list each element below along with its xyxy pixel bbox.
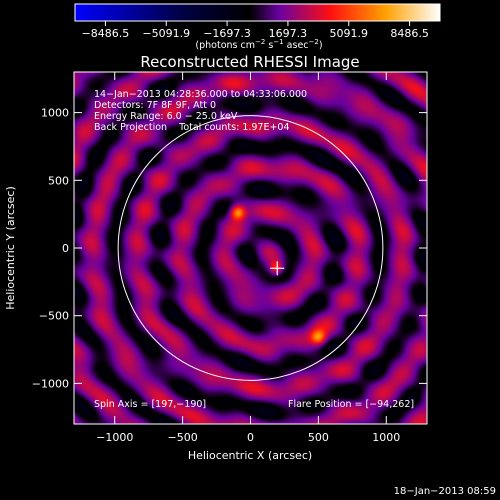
plot-image <box>74 72 427 424</box>
info-line-time: 14−Jan−2013 04:28:36.000 to 04:33:06.000 <box>94 89 307 100</box>
colorbar-unit: (photons cm−2 s−1 asec−2) <box>195 38 322 51</box>
x-tick-label: −500 <box>168 431 198 444</box>
colorbar-tick-label: 5091.9 <box>330 27 369 40</box>
y-tick-label: 0 <box>62 242 69 255</box>
colorbar-tick-label: −1697.3 <box>203 27 251 40</box>
x-tick-label: 1000 <box>372 431 400 444</box>
x-axis-label: Heliocentric X (arcsec) <box>188 449 312 462</box>
chart-title: Reconstructed RHESSI Image <box>140 53 359 71</box>
colorbar: −8486.5 −5091.9 −1697.3 1697.3 5091.9 8486.5 … <box>74 3 441 51</box>
x-tick-label: −1000 <box>96 431 133 444</box>
heatmap-canvas <box>74 72 427 424</box>
flare-position-label: Flare Position = [−94,262] <box>288 399 414 410</box>
colorbar-gradient <box>75 4 440 21</box>
colorbar-tick-label: −8486.5 <box>82 27 130 40</box>
info-line-detectors: Detectors: 7F 8F 9F, Att 0 <box>94 100 216 111</box>
y-tick-label: −500 <box>39 310 69 323</box>
colorbar-tick-label: −5091.9 <box>142 27 190 40</box>
x-tick-label: 0 <box>247 431 254 444</box>
spin-axis-label: Spin Axis = [197,−190] <box>94 399 206 410</box>
info-line-energy: Energy Range: 6.0 − 25.0 keV <box>94 111 238 122</box>
colorbar-tick-label: 1697.3 <box>269 27 308 40</box>
solar-limb-circle <box>117 115 384 381</box>
colorbar-tick-label: 8486.5 <box>390 27 429 40</box>
colorbar-ticks: −8486.5 −5091.9 −1697.3 1697.3 5091.9 8486.5 <box>82 21 429 40</box>
timestamp: 18−Jan−2013 08:59 <box>394 486 496 497</box>
y-tick-label: 1000 <box>41 107 69 120</box>
y-tick-label: 500 <box>48 174 69 187</box>
y-tick-label: −1000 <box>32 377 69 390</box>
info-line-method: Back Projection Total counts: 1.97E+04 <box>94 122 290 133</box>
axis-ticks: −1000 −500 0 500 1000 −1000 −500 0 500 1000 <box>32 72 427 444</box>
colorbar-frame <box>74 3 441 22</box>
x-tick-label: 500 <box>308 431 329 444</box>
flare-marker <box>270 261 285 276</box>
y-axis-label: Heliocentric Y (arcsec) <box>4 186 17 310</box>
info-block: 14−Jan−2013 04:28:36.000 to 04:33:06.000… <box>94 89 307 133</box>
